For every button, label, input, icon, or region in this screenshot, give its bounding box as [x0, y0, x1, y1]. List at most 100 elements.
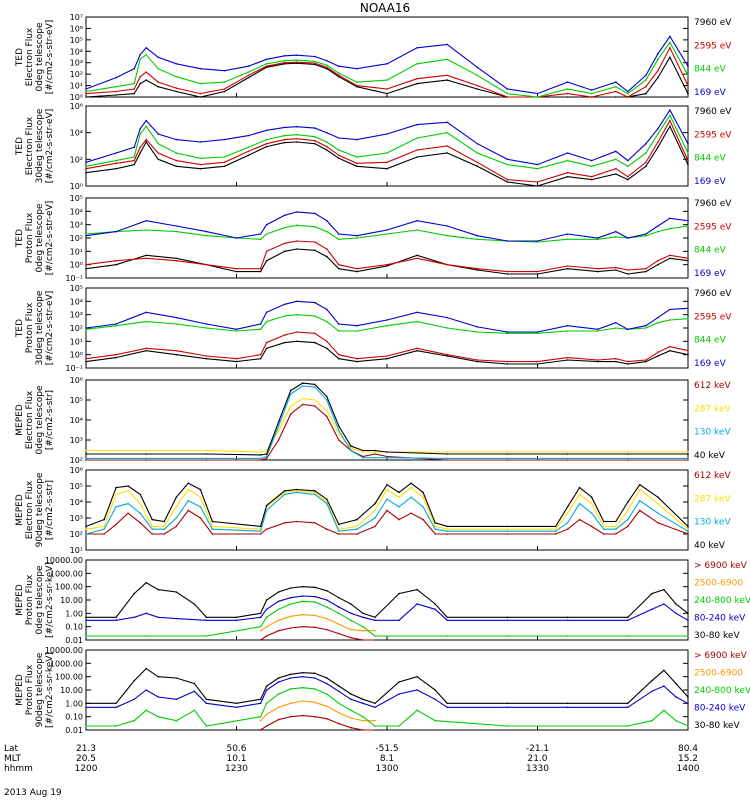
y-tick-label: 10³	[70, 59, 83, 68]
data-point	[115, 523, 117, 526]
data-point	[115, 152, 117, 154]
data-point	[566, 359, 569, 361]
data-point	[362, 612, 364, 615]
series-line-3-2	[85, 240, 689, 273]
data-point	[338, 612, 340, 615]
data-point	[199, 96, 202, 98]
panel-frame	[85, 105, 689, 187]
data-point	[687, 159, 689, 162]
data-point	[675, 612, 677, 615]
data-point	[115, 706, 117, 709]
data-point	[615, 321, 617, 324]
y-tick-label: 10²	[70, 155, 83, 164]
data-point	[295, 125, 298, 128]
data-point	[295, 300, 298, 303]
data-point	[314, 672, 316, 675]
data-point	[265, 625, 268, 628]
data-point	[205, 230, 208, 233]
data-point	[356, 267, 358, 270]
data-point	[139, 53, 141, 56]
data-point	[669, 217, 671, 220]
data-point	[362, 729, 364, 731]
data-point	[506, 331, 509, 333]
data-point	[314, 142, 316, 145]
data-point	[386, 488, 388, 491]
series-line-8-5	[86, 667, 689, 704]
data-point	[295, 54, 298, 56]
data-point	[434, 522, 437, 524]
data-point	[350, 619, 352, 622]
data-point	[314, 225, 316, 228]
legend-entry: 2500-6900	[694, 669, 743, 679]
series-line-8-1	[260, 715, 375, 731]
data-point	[338, 74, 340, 77]
data-point	[259, 323, 262, 325]
data-point	[615, 266, 617, 269]
data-point	[657, 225, 659, 227]
data-point	[314, 315, 316, 317]
data-point	[687, 219, 689, 222]
data-point	[669, 257, 671, 260]
data-point	[277, 421, 280, 423]
data-point	[115, 725, 117, 727]
data-point	[687, 459, 689, 461]
data-point	[85, 453, 87, 455]
data-point	[193, 690, 196, 693]
data-point	[326, 141, 328, 143]
data-point	[615, 158, 617, 161]
data-point	[85, 706, 87, 709]
data-point	[657, 522, 659, 524]
data-point	[283, 226, 286, 229]
data-point	[422, 491, 424, 494]
data-point	[590, 175, 593, 178]
data-point	[175, 496, 178, 499]
data-point	[566, 635, 569, 637]
data-point	[476, 238, 479, 241]
data-point	[295, 133, 298, 136]
legend-entry: 130 keV	[694, 428, 731, 438]
data-point	[416, 123, 418, 126]
data-point	[163, 520, 166, 523]
data-point	[398, 506, 400, 508]
data-point	[386, 133, 388, 135]
data-point	[314, 301, 316, 304]
data-point	[265, 145, 268, 148]
x-tick-label-lat: 80.4	[678, 744, 698, 754]
data-point	[157, 81, 159, 83]
data-point	[283, 138, 286, 141]
data-point	[199, 167, 202, 170]
data-point	[139, 133, 141, 135]
data-point	[506, 525, 509, 528]
data-point	[578, 502, 581, 505]
data-point	[374, 456, 376, 459]
y-axis-label-line: [#/cm2-s-sr-keV]	[45, 562, 55, 638]
data-point	[615, 360, 617, 363]
data-point	[133, 679, 135, 682]
data-point	[145, 689, 147, 691]
data-point	[205, 457, 208, 460]
data-point	[416, 320, 418, 323]
legend-entry: 169 eV	[694, 359, 727, 369]
y-axis-label-line: Proton Flux	[25, 664, 35, 715]
legend-entry: 30-80 keV	[694, 631, 740, 641]
panel-4: 10⁻¹ 10⁰ 10¹ 10² 10³ 10⁴ 10⁵ TED Proton Flux 30de…	[15, 284, 732, 373]
data-point	[506, 163, 509, 166]
legend-entry: 169 eV	[694, 177, 727, 187]
data-point	[259, 616, 262, 619]
data-point	[416, 709, 418, 712]
data-point	[314, 715, 316, 718]
data-point	[175, 87, 178, 89]
data-point	[422, 496, 424, 499]
data-point	[338, 702, 340, 705]
y-tick-label: 100.00	[55, 583, 83, 592]
data-point	[326, 248, 328, 250]
data-point	[596, 270, 599, 273]
data-point	[446, 616, 449, 619]
data-point	[627, 178, 629, 181]
data-point	[590, 92, 593, 95]
data-point	[157, 152, 159, 154]
data-point	[627, 501, 629, 503]
data-point	[651, 690, 653, 693]
data-point	[175, 617, 178, 620]
